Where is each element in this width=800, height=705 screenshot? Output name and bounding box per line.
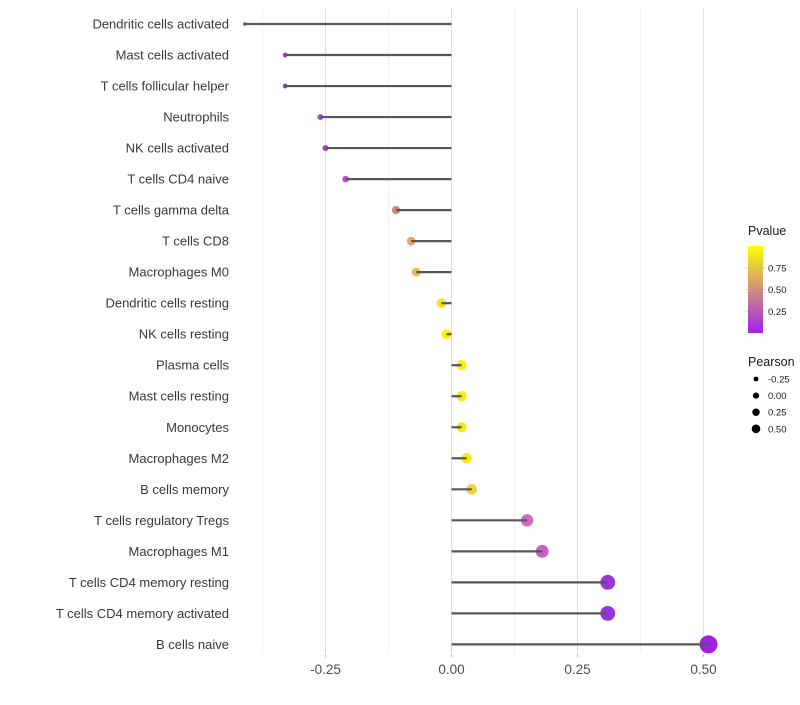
y-axis-category-label: NK cells activated: [126, 141, 229, 156]
y-axis-category-label: T cells CD4 naive: [127, 172, 229, 187]
y-axis-category-label: Mast cells activated: [116, 48, 229, 63]
x-axis-tick-label: -0.25: [310, 662, 341, 677]
pearson-legend-label: -0.25: [768, 375, 790, 386]
pearson-legend-dot: [752, 408, 760, 416]
x-axis-tick-label: 0.50: [690, 662, 716, 677]
pvalue-legend-label: 0.25: [768, 307, 787, 318]
x-axis-tick-label: 0.25: [564, 662, 590, 677]
y-axis-category-label: T cells CD8: [162, 234, 229, 249]
pvalue-legend-title: Pvalue: [748, 224, 786, 238]
y-axis-category-label: Macrophages M2: [129, 451, 229, 466]
y-axis-category-label: B cells memory: [140, 482, 229, 497]
y-axis-category-label: Plasma cells: [156, 358, 229, 373]
pvalue-legend-label: 0.50: [768, 285, 787, 296]
y-axis-category-label: Macrophages M1: [129, 544, 229, 559]
pearson-legend-label: 0.25: [768, 408, 787, 419]
pearson-legend-label: 0.00: [768, 391, 787, 402]
pvalue-gradient-bar: [748, 246, 763, 333]
y-axis-category-label: Dendritic cells activated: [92, 17, 229, 32]
y-axis-category-label: T cells gamma delta: [113, 203, 230, 218]
pearson-legend-dot: [751, 424, 761, 434]
y-axis-category-label: NK cells resting: [139, 327, 229, 342]
y-axis-category-label: B cells naive: [156, 637, 229, 652]
y-axis-category-label: T cells follicular helper: [101, 79, 230, 94]
y-axis-category-label: Macrophages M0: [129, 265, 229, 280]
y-axis-category-label: Monocytes: [166, 420, 229, 435]
y-axis-category-label: T cells regulatory Tregs: [94, 513, 229, 528]
y-axis-category-label: Neutrophils: [163, 110, 229, 125]
pearson-legend-label: 0.50: [768, 424, 787, 435]
y-axis-category-label: T cells CD4 memory activated: [56, 606, 229, 621]
y-axis-category-label: T cells CD4 memory resting: [69, 575, 229, 590]
y-axis-category-label: Dendritic cells resting: [105, 296, 229, 311]
pearson-legend-dot: [752, 392, 760, 399]
y-axis-category-label: Mast cells resting: [129, 389, 229, 404]
pearson-legend-title: Pearson: [748, 355, 795, 369]
x-axis-tick-label: 0.00: [438, 662, 464, 677]
pearson-legend-dot: [753, 376, 759, 382]
pvalue-legend-label: 0.75: [768, 263, 787, 274]
